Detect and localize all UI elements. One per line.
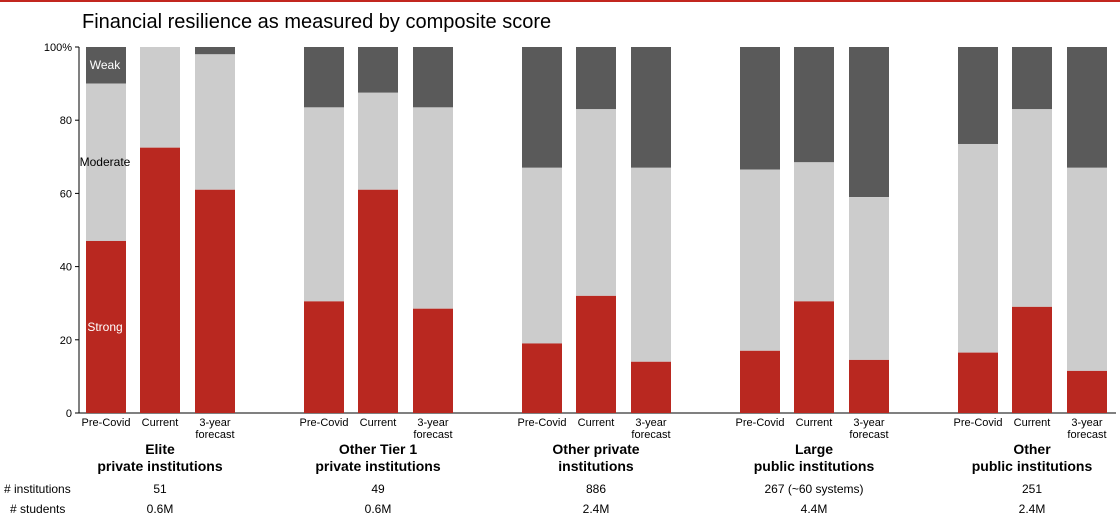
bar-category-label: Pre-Covid (300, 417, 349, 429)
group-students-count: 4.4M (801, 502, 828, 516)
series-label-weak: Weak (90, 58, 121, 72)
bar-segment-moderate (358, 92, 398, 190)
top-rule (0, 0, 1120, 2)
bar-category-label: forecast (849, 429, 888, 441)
chart-title: Financial resilience as measured by comp… (82, 11, 552, 33)
bar-segment-weak (576, 47, 616, 110)
bar-segment-strong (849, 359, 889, 413)
bar-segment-weak (86, 47, 126, 84)
bar-segment-moderate (576, 109, 616, 296)
series-label-strong: Strong (87, 320, 122, 334)
bar-segment-weak (740, 47, 780, 170)
bar-segment-weak (522, 47, 562, 168)
bar-category-label: Pre-Covid (954, 417, 1003, 429)
bar-segment-strong (631, 361, 671, 413)
bar-segment-moderate (140, 47, 180, 148)
bar-segment-weak (413, 47, 453, 108)
bar-category-label: Current (360, 417, 397, 429)
bar-category-label: Pre-Covid (736, 417, 785, 429)
group-title-line1: Elite (145, 441, 175, 457)
group-title-line2: public institutions (972, 458, 1093, 474)
bar-segment-strong (740, 350, 780, 413)
group-institutions-count: 51 (153, 482, 167, 496)
y-tick-label: 20 (60, 335, 72, 347)
bar-category-label: 3-year (635, 417, 667, 429)
bar-category-label: forecast (1067, 429, 1106, 441)
bar-segment-weak (631, 47, 671, 168)
y-tick-label: 40 (60, 262, 72, 274)
group-title-line2: private institutions (97, 458, 222, 474)
y-tick-label: 100% (44, 42, 72, 54)
bar-segment-strong (576, 295, 616, 413)
bar-segment-strong (1067, 370, 1107, 413)
y-tick-label: 0 (66, 408, 72, 420)
bar-segment-strong (86, 240, 126, 413)
y-tick-label: 80 (60, 115, 72, 127)
bar-segment-strong (1012, 306, 1052, 413)
group-institutions-count: 267 (~60 systems) (764, 482, 863, 496)
bar-segment-weak (195, 47, 235, 55)
bar-segment-moderate (195, 54, 235, 190)
group-students-count: 0.6M (365, 502, 392, 516)
bar-category-label: Current (1014, 417, 1051, 429)
row-label-institutions: # institutions (4, 482, 71, 496)
bar-category-label: 3-year (199, 417, 231, 429)
group-students-count: 0.6M (147, 502, 174, 516)
bar-segment-moderate (631, 167, 671, 362)
group-title-line2: public institutions (754, 458, 875, 474)
bar-segment-strong (794, 301, 834, 413)
group-institutions-count: 251 (1022, 482, 1042, 496)
row-label-students: # students (10, 502, 65, 516)
y-tick-label: 60 (60, 188, 72, 200)
bar-segment-strong (140, 147, 180, 413)
bar-segment-strong (958, 352, 998, 413)
bar-category-label: forecast (631, 429, 670, 441)
bar-category-label: forecast (413, 429, 452, 441)
bar-category-label: 3-year (1071, 417, 1103, 429)
bar-category-label: Pre-Covid (82, 417, 131, 429)
bar-segment-strong (304, 301, 344, 413)
bar-category-label: 3-year (417, 417, 449, 429)
bar-category-label: 3-year (853, 417, 885, 429)
bar-category-label: forecast (195, 429, 234, 441)
bar-segment-moderate (1067, 167, 1107, 371)
group-institutions-count: 49 (371, 482, 385, 496)
bar-segment-moderate (413, 107, 453, 309)
bar-segment-weak (958, 47, 998, 144)
bar-category-label: Current (578, 417, 615, 429)
bar-category-label: Current (796, 417, 833, 429)
bar-segment-strong (358, 189, 398, 413)
bar-segment-weak (358, 47, 398, 93)
bar-segment-moderate (794, 162, 834, 302)
bar-segment-strong (195, 189, 235, 413)
bar-segment-moderate (522, 167, 562, 344)
group-title-line1: Other (1013, 441, 1051, 457)
group-students-count: 2.4M (1019, 502, 1046, 516)
bar-category-label: Current (142, 417, 179, 429)
bar-segment-weak (1012, 47, 1052, 110)
bar-segment-strong (413, 308, 453, 413)
group-title-line1: Other private (552, 441, 639, 457)
group-title-line2: private institutions (315, 458, 440, 474)
group-institutions-count: 886 (586, 482, 606, 496)
bar-segment-moderate (304, 107, 344, 302)
bar-segment-moderate (849, 197, 889, 360)
bar-category-label: Pre-Covid (518, 417, 567, 429)
series-label-moderate: Moderate (80, 155, 131, 169)
bar-segment-weak (849, 47, 889, 198)
group-title-line1: Other Tier 1 (339, 441, 418, 457)
bar-segment-weak (794, 47, 834, 163)
group-students-count: 2.4M (583, 502, 610, 516)
bar-segment-strong (522, 343, 562, 413)
bar-segment-moderate (86, 83, 126, 241)
bar-segment-moderate (740, 169, 780, 351)
bar-segment-weak (1067, 47, 1107, 168)
bar-segment-moderate (958, 143, 998, 353)
bar-segment-weak (304, 47, 344, 108)
bar-segment-moderate (1012, 109, 1052, 307)
group-title-line2: institutions (558, 458, 634, 474)
group-title-line1: Large (795, 441, 833, 457)
